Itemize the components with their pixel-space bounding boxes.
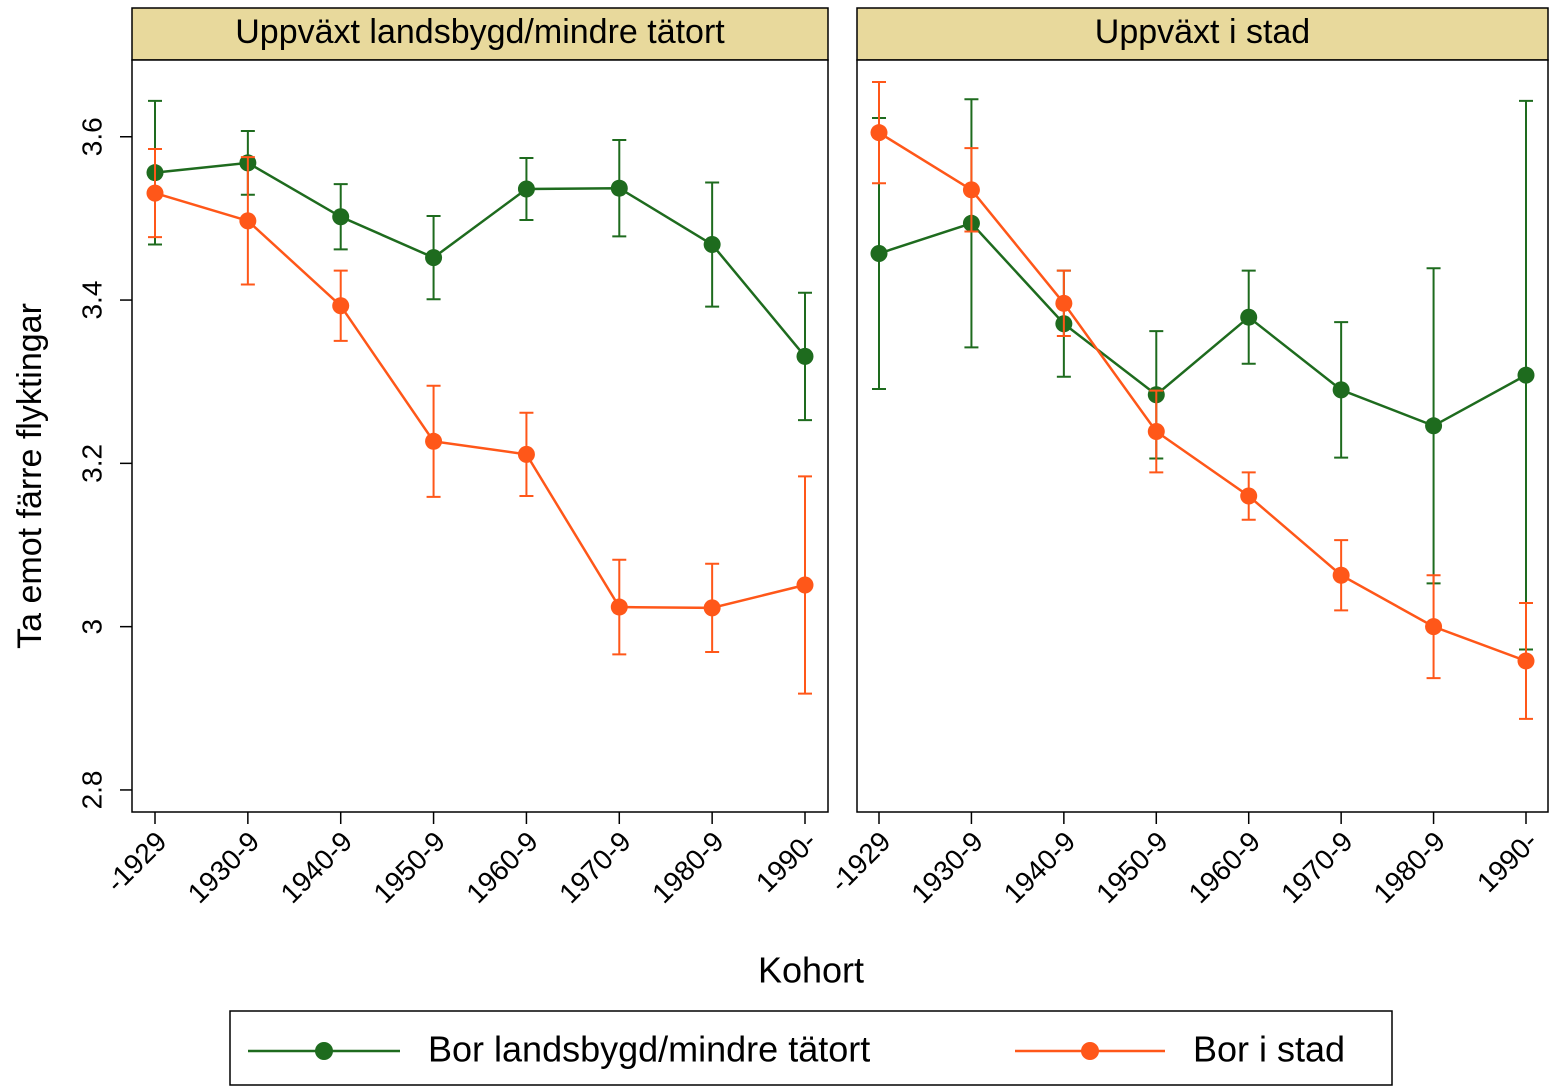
data-point	[1332, 381, 1350, 399]
data-point	[146, 184, 164, 202]
y-tick-label: 3.2	[76, 444, 107, 483]
legend-marker	[1081, 1042, 1099, 1060]
x-tick-label: 1940-9	[275, 826, 359, 910]
series-line	[878, 131, 1527, 663]
x-tick-label: 1930-9	[182, 826, 266, 910]
data-point	[703, 599, 721, 617]
data-point	[1425, 618, 1443, 636]
panel-title: Uppväxt i stad	[1095, 13, 1310, 51]
x-tick-label: 1990-	[1471, 826, 1544, 899]
x-tick-label: 1940-9	[998, 826, 1082, 910]
data-point	[425, 249, 443, 267]
data-point	[610, 598, 628, 616]
series-line	[878, 221, 1527, 428]
panel-title: Uppväxt landsbygd/mindre tätort	[235, 13, 725, 51]
data-point	[1425, 417, 1443, 435]
legend-box	[229, 1010, 1393, 1086]
data-point	[796, 576, 814, 594]
x-tick-label: 1960-9	[460, 826, 544, 910]
x-tick-label: 1990-	[750, 826, 823, 899]
data-point	[517, 180, 535, 198]
data-point	[332, 297, 350, 315]
panel-header	[131, 7, 829, 61]
plot-area	[131, 59, 829, 813]
series-line	[154, 161, 806, 358]
plot-area	[856, 59, 1549, 813]
data-point	[962, 181, 980, 199]
x-axis-label: Kohort	[758, 950, 864, 991]
data-point	[425, 432, 443, 450]
legend-label: Bor i stad	[1193, 1029, 1345, 1070]
x-tick-label: 1970-9	[553, 826, 637, 910]
data-point	[870, 245, 888, 263]
x-tick-label: 1980-9	[1367, 826, 1451, 910]
y-tick-label: 3	[76, 619, 107, 635]
data-point	[1147, 423, 1165, 441]
legend-label: Bor landsbygd/mindre tätort	[428, 1029, 870, 1070]
data-point	[610, 179, 628, 197]
y-tick-label: 2.8	[76, 770, 107, 809]
x-tick-label: 1960-9	[1183, 826, 1267, 910]
panel-header	[856, 7, 1549, 61]
data-point	[1517, 366, 1535, 384]
x-tick-label: 1930-9	[905, 826, 989, 910]
data-point	[1517, 652, 1535, 670]
data-point	[796, 347, 814, 365]
data-point	[703, 236, 721, 254]
data-point	[1240, 487, 1258, 505]
x-tick-label: -1929	[824, 826, 897, 899]
data-point	[1055, 294, 1073, 312]
x-tick-label: 1950-9	[367, 826, 451, 910]
data-point	[517, 445, 535, 463]
data-point	[1240, 308, 1258, 326]
data-point	[239, 212, 257, 230]
y-axis-label: Ta emot färre flyktingar	[11, 303, 49, 649]
legend-marker	[315, 1042, 333, 1060]
y-tick-label: 3.6	[76, 117, 107, 156]
x-tick-label: 1950-9	[1090, 826, 1174, 910]
data-point	[870, 124, 888, 142]
x-tick-label: 1980-9	[646, 826, 730, 910]
series-line	[154, 191, 806, 610]
y-tick-label: 3.4	[76, 281, 107, 320]
x-tick-label: -1929	[100, 826, 173, 899]
x-tick-label: 1970-9	[1275, 826, 1359, 910]
data-point	[332, 208, 350, 226]
data-point	[1332, 566, 1350, 584]
